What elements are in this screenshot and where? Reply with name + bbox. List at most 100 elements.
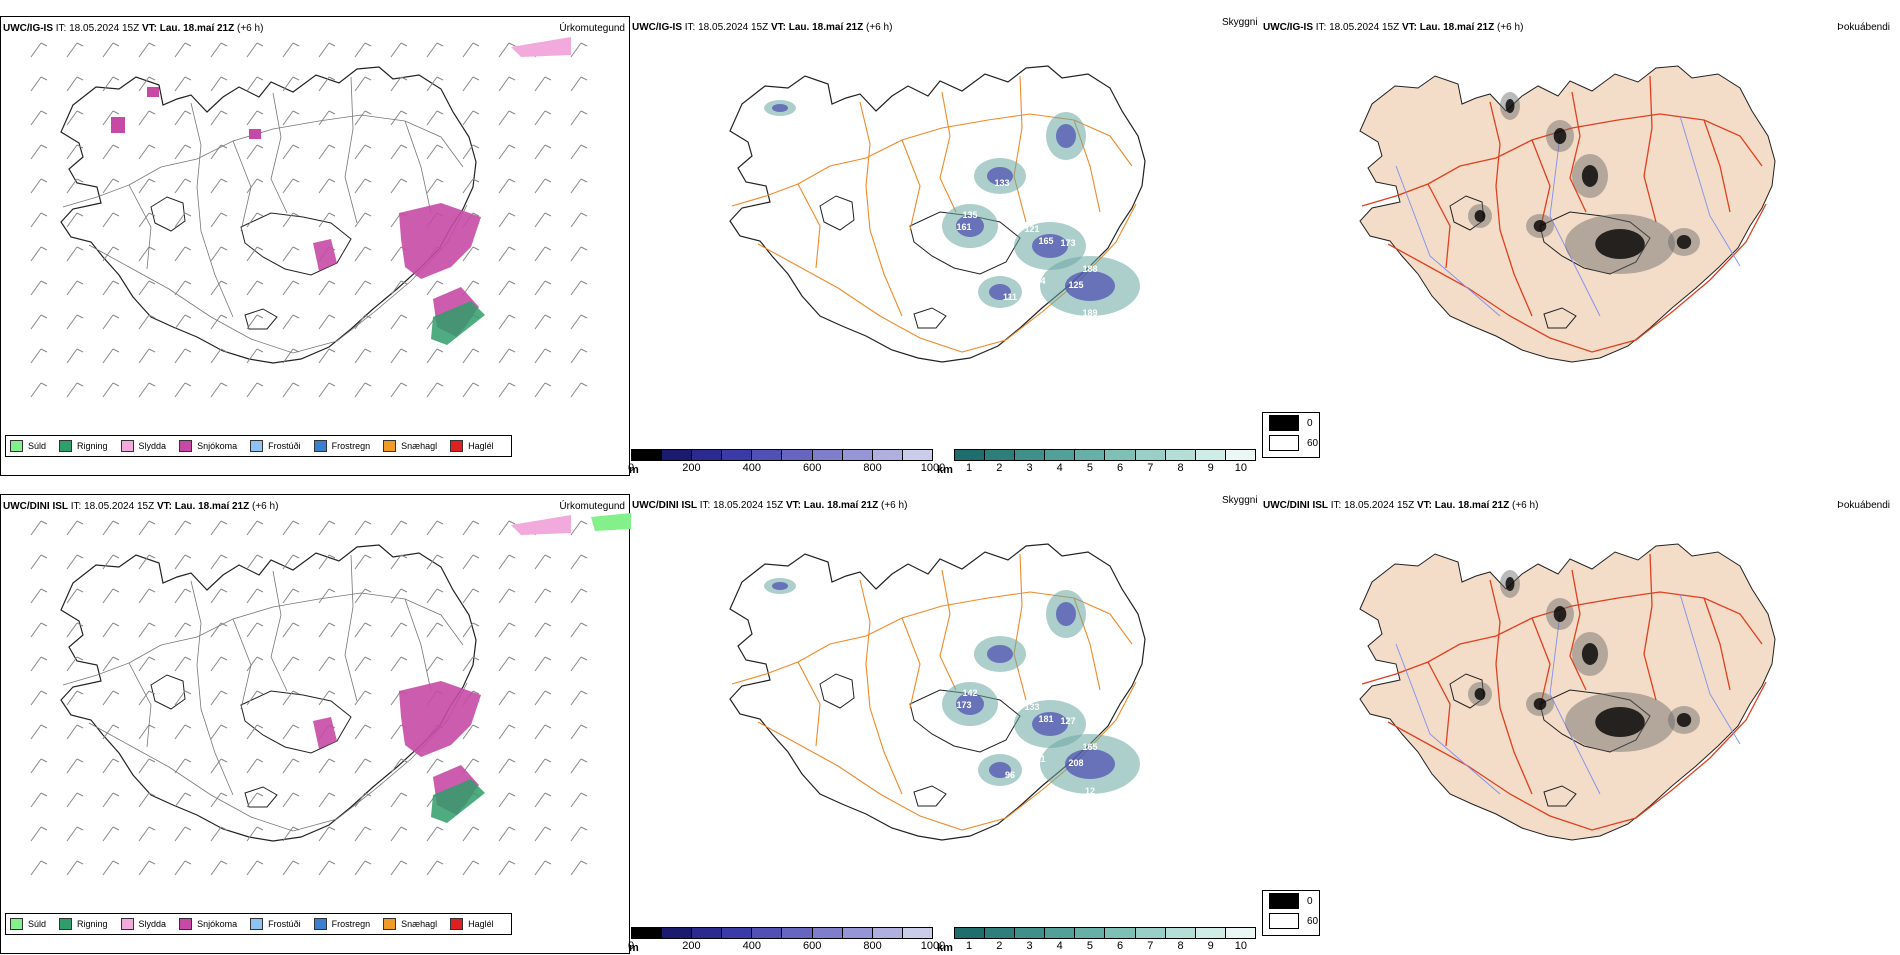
map-header: UWC/DINI ISL IT: 18.05.2024 15Z VT: Lau.… (632, 500, 908, 511)
wind-barb (210, 826, 228, 842)
wind-barb (570, 622, 588, 638)
wind-barb (30, 690, 48, 706)
wind-barb (30, 724, 48, 740)
wind-barb (354, 178, 372, 194)
wind-barb (570, 758, 588, 774)
wind-barb (282, 860, 300, 876)
wind-barb (30, 110, 48, 126)
wind-barb (426, 826, 444, 842)
scale-cell (1135, 450, 1166, 460)
wind-barb (66, 792, 84, 808)
wind-barb (138, 178, 156, 194)
wind-barb (174, 622, 192, 638)
visibility-panel-2: 142 173 133 181 127 165 208 121 96 12 UWC/DINI IS… (628, 494, 1260, 954)
wind-barb (66, 280, 84, 296)
cloud-base-value: 133 (994, 178, 1009, 188)
legend-label: Snæhagl (401, 919, 438, 929)
cloud-base-value: 121 (1024, 224, 1039, 234)
wind-barb (30, 144, 48, 160)
legend-label: Frostregn (331, 441, 371, 451)
legend-item: Frostregn (313, 440, 371, 452)
low-ceiling-area (1065, 271, 1115, 301)
wind-barb (534, 382, 552, 398)
legend-item: Haglél (450, 440, 494, 452)
wind-barb (210, 144, 228, 160)
wind-barb (426, 280, 444, 296)
river-line (1679, 593, 1741, 745)
wind-barb (498, 314, 516, 330)
wind-barb (390, 42, 408, 58)
dense-fog-area (1553, 128, 1567, 144)
visibility-panel-1: 135 161 121 165 173 188 125 174 111 189 133 14 UWC/… (628, 16, 1260, 476)
wind-barb (210, 110, 228, 126)
wind-barb (246, 656, 264, 672)
wind-barb (174, 280, 192, 296)
wind-barb (498, 792, 516, 808)
wind-barb (318, 656, 336, 672)
glacier-outline (150, 196, 186, 232)
wind-barb (282, 212, 300, 228)
fog-panel-2: UWC/DINI ISL IT: 18.05.2024 15Z VT: Lau.… (1260, 494, 1900, 954)
iceland-fog-map (1359, 543, 1776, 841)
scale-tick-label: 1000 (920, 940, 946, 952)
scale-tick-label: 800 (863, 462, 882, 474)
scale-tick-label: 1 (966, 940, 973, 952)
road-line (270, 570, 288, 692)
road-line (1643, 553, 1657, 701)
wind-barb (102, 588, 120, 604)
road-line (1569, 569, 1587, 691)
wind-barb (570, 76, 588, 92)
wind-barb (390, 554, 408, 570)
scale-cell (1165, 928, 1196, 938)
legend-swatch (10, 440, 23, 452)
legend-swatch (383, 440, 397, 452)
wind-barb (102, 144, 120, 160)
wind-barb (138, 554, 156, 570)
wind-barb (102, 110, 120, 126)
river-line (1395, 165, 1501, 317)
wind-barb (390, 520, 408, 536)
legend-swatch (179, 440, 193, 452)
wind-barb (426, 42, 444, 58)
low-ceiling-area (1056, 602, 1076, 626)
road-line (1387, 203, 1767, 353)
road-line (901, 617, 921, 709)
snow-area (249, 129, 261, 139)
wind-barb (282, 280, 300, 296)
wind-barb (390, 110, 408, 126)
wind-barb (66, 860, 84, 876)
wind-barb (174, 554, 192, 570)
cloud-base-value: 133 (1024, 702, 1039, 712)
scale-cell (752, 450, 783, 460)
wind-barb (426, 520, 444, 536)
wind-barb (570, 314, 588, 330)
wind-barb (498, 588, 516, 604)
wind-barb (318, 280, 336, 296)
wind-barb (498, 246, 516, 262)
wind-barb (390, 144, 408, 160)
drizzle-area (591, 513, 631, 531)
wind-barb (570, 860, 588, 876)
wind-barb (534, 792, 552, 808)
wind-barb (354, 76, 372, 92)
wind-barb (426, 76, 444, 92)
wind-barb (318, 42, 336, 58)
road-line (190, 102, 234, 318)
wind-barb (246, 520, 264, 536)
wind-barb (534, 724, 552, 740)
scale-cell (722, 450, 753, 460)
fog-legend-swatch (1269, 893, 1299, 909)
scale-cell (782, 928, 813, 938)
wind-barb (246, 280, 264, 296)
wind-barb (498, 280, 516, 296)
precip-type-panel-1: UWC/IG-IS IT: 18.05.2024 15Z VT: Lau. 18… (0, 16, 630, 476)
fog-legend-swatch (1269, 913, 1299, 929)
wind-barb (354, 144, 372, 160)
scale-cell (812, 450, 843, 460)
wind-barb (102, 690, 120, 706)
wind-barb (246, 588, 264, 604)
wind-barb (498, 42, 516, 58)
wind-barb (390, 758, 408, 774)
wind-barb (174, 144, 192, 160)
dense-fog-area (1595, 707, 1645, 737)
